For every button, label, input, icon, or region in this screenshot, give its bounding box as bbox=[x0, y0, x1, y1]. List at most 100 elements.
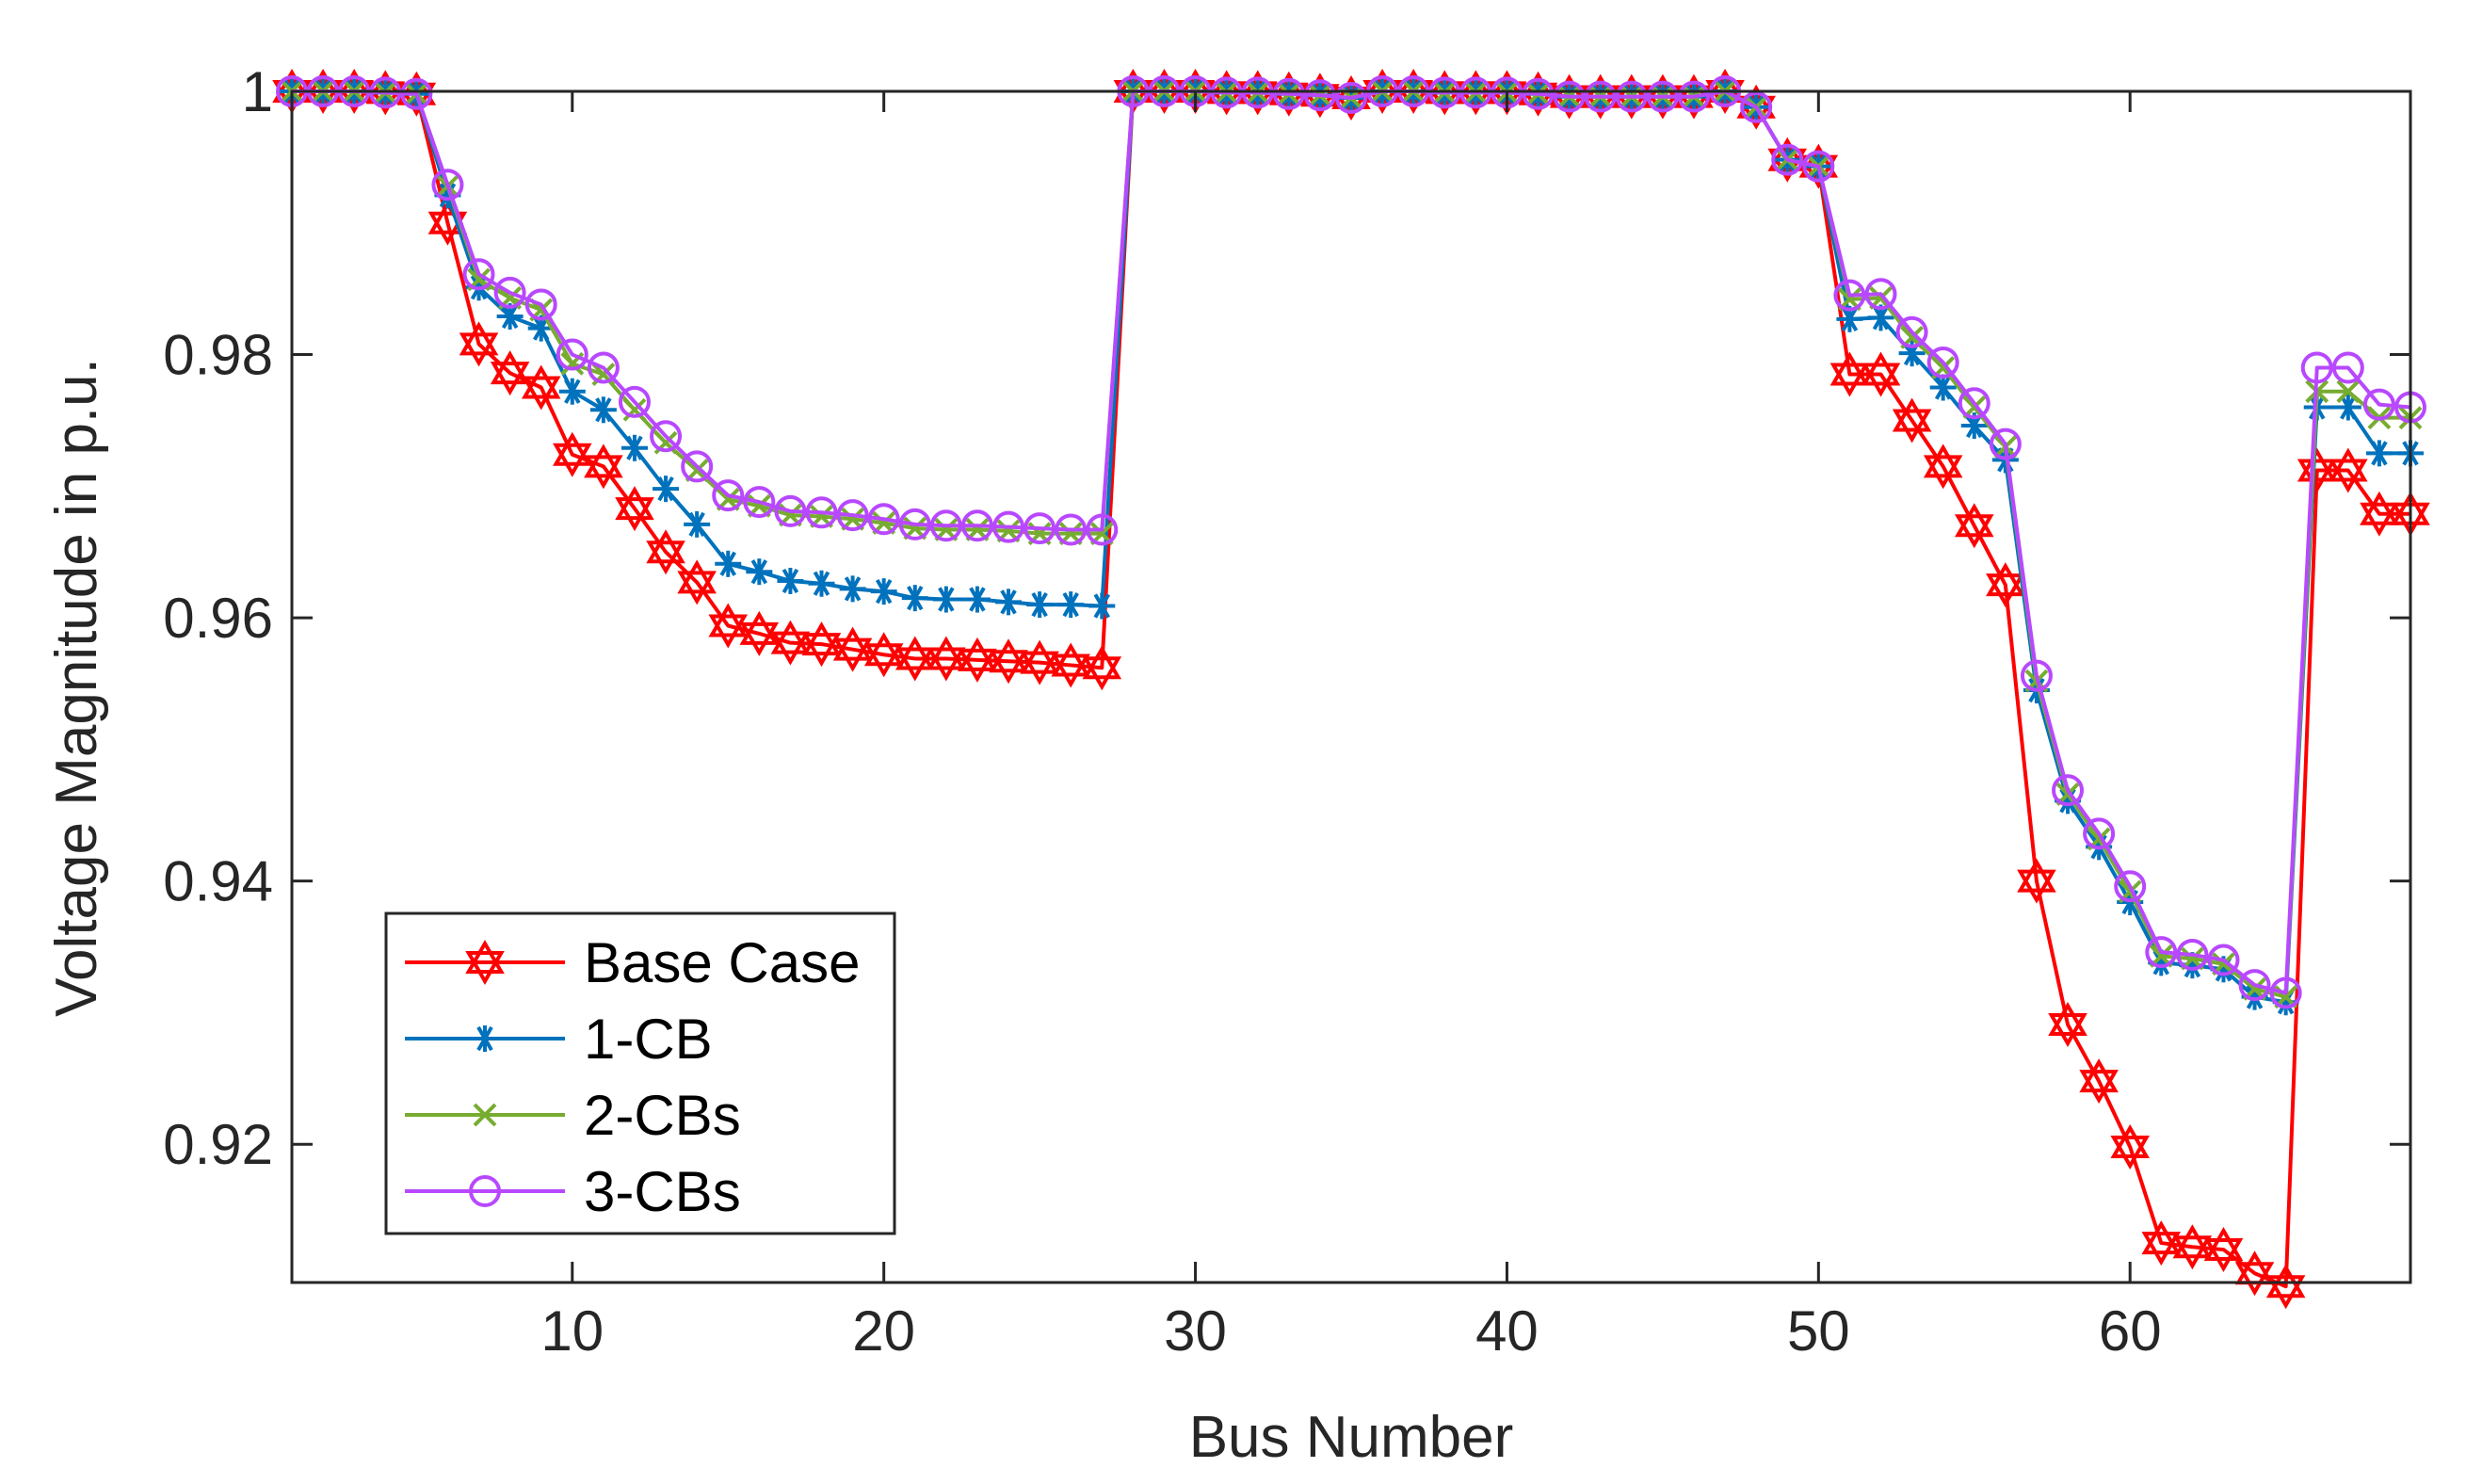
data-point-3-cbs bbox=[1023, 512, 1056, 545]
data-point-2-cbs bbox=[2336, 379, 2361, 404]
data-point-3-cbs bbox=[493, 276, 526, 309]
data-point-1-cb bbox=[839, 575, 866, 603]
data-point-base-case bbox=[521, 364, 561, 411]
legend-marker bbox=[469, 1175, 501, 1207]
data-point-1-cb bbox=[932, 586, 959, 613]
data-point-3-cbs bbox=[1740, 90, 1773, 123]
x-tick-label: 10 bbox=[540, 1299, 604, 1363]
legend-item-3-cbs: 3-CBs bbox=[405, 1160, 741, 1223]
data-point-base-case bbox=[2203, 1227, 2244, 1273]
data-point-3-cbs bbox=[774, 494, 807, 527]
data-point-base-case bbox=[739, 610, 780, 656]
data-point-3-cbs bbox=[431, 169, 464, 202]
data-point-3-cbs bbox=[2052, 774, 2085, 807]
data-point-3-cbs bbox=[2269, 976, 2302, 1009]
data-point-1-cb bbox=[901, 585, 928, 612]
data-point-base-case bbox=[770, 620, 811, 666]
data-point-base-case bbox=[1954, 503, 1994, 549]
data-point-base-case bbox=[927, 636, 966, 682]
data-point-3-cbs bbox=[2083, 817, 2116, 850]
data-point-3-cbs bbox=[650, 420, 683, 453]
data-point-3-cbs bbox=[462, 258, 495, 291]
legend-marker bbox=[473, 1103, 497, 1127]
data-point-3-cbs bbox=[618, 385, 651, 418]
legend: Base Case 1-CB 2-CBs 3-CBs bbox=[384, 911, 896, 1235]
data-point-base-case bbox=[801, 621, 842, 668]
data-point-base-case bbox=[989, 638, 1028, 685]
data-point-1-cb bbox=[558, 378, 586, 405]
data-point-3-cbs bbox=[2114, 870, 2147, 903]
data-point-3-cbs bbox=[1303, 79, 1336, 112]
data-point-base-case bbox=[2360, 491, 2399, 537]
data-point-1-cb bbox=[1929, 374, 1957, 401]
data-point-1-cb bbox=[684, 510, 711, 538]
data-point-3-cbs bbox=[2300, 351, 2333, 384]
data-point-1-cb bbox=[777, 567, 804, 594]
data-point-base-case bbox=[2017, 858, 2056, 904]
data-point-base-case bbox=[2048, 1002, 2087, 1048]
data-point-1-cb bbox=[1088, 592, 1116, 620]
y-tick-label: 0.92 bbox=[163, 1113, 273, 1176]
x-tick-label: 20 bbox=[852, 1299, 915, 1363]
tick-layer: 10 20 30 40 50 60 0.92 0.94 0.96 0.98 1 bbox=[163, 60, 2410, 1363]
data-point-3-cbs bbox=[743, 486, 776, 519]
data-point-1-cb bbox=[621, 434, 648, 461]
data-point-1-cb bbox=[653, 476, 680, 503]
data-point-3-cbs bbox=[1926, 346, 1959, 379]
legend-label: 3-CBs bbox=[584, 1160, 741, 1223]
data-point-3-cbs bbox=[681, 450, 714, 483]
axes-box bbox=[290, 89, 2412, 1284]
data-point-3-cbs bbox=[2238, 969, 2271, 1002]
data-point-3-cbs bbox=[1553, 80, 1586, 113]
data-point-3-cbs bbox=[960, 509, 993, 542]
data-point-base-case bbox=[958, 637, 997, 683]
data-point-1-cb bbox=[715, 550, 742, 577]
data-point-3-cbs bbox=[1086, 513, 1119, 546]
x-tick-label: 40 bbox=[1475, 1299, 1539, 1363]
legend-item-1-cb: 1-CB bbox=[405, 1008, 713, 1071]
data-point-1-cb bbox=[746, 558, 773, 586]
data-point-base-case bbox=[1051, 642, 1090, 688]
data-point-3-cbs bbox=[1584, 80, 1617, 113]
data-point-1-cb bbox=[995, 589, 1023, 616]
data-point-base-case bbox=[832, 626, 873, 672]
data-point-3-cbs bbox=[556, 338, 588, 371]
data-point-3-cbs bbox=[1615, 80, 1648, 113]
data-point-base-case bbox=[863, 632, 904, 678]
data-point-1-cb bbox=[870, 578, 897, 605]
data-point-3-cbs bbox=[1272, 77, 1305, 110]
data-point-base-case bbox=[2297, 447, 2337, 493]
data-point-base-case bbox=[1082, 645, 1122, 691]
data-point-3-cbs bbox=[2176, 938, 2209, 971]
legend-item-2-cbs: 2-CBs bbox=[405, 1084, 741, 1147]
data-point-3-cbs bbox=[1958, 387, 1991, 420]
data-point-1-cb bbox=[963, 586, 991, 613]
y-axis-label: Voltage Magnitude in p.u. bbox=[44, 358, 109, 1017]
x-axis-label: Bus Number bbox=[1189, 1405, 1514, 1470]
data-point-3-cbs bbox=[898, 508, 931, 540]
data-point-3-cbs bbox=[712, 479, 745, 512]
data-point-3-cbs bbox=[867, 503, 900, 536]
data-point-base-case bbox=[2329, 447, 2368, 493]
data-point-base-case bbox=[1892, 397, 1932, 444]
data-point-1-cb bbox=[1026, 591, 1054, 619]
data-point-3-cbs bbox=[2362, 388, 2395, 421]
data-point-3-cbs bbox=[400, 77, 433, 110]
x-tick-label: 50 bbox=[1787, 1299, 1850, 1363]
data-point-base-case bbox=[1020, 639, 1059, 686]
data-point-3-cbs bbox=[929, 509, 962, 542]
data-point-1-cb bbox=[2365, 440, 2393, 467]
data-point-3-cbs bbox=[2145, 936, 2178, 969]
legend-label: Base Case bbox=[584, 931, 861, 994]
data-point-3-cbs bbox=[524, 288, 557, 321]
data-point-3-cbs bbox=[1522, 77, 1555, 110]
data-point-base-case bbox=[708, 603, 749, 649]
data-point-3-cbs bbox=[1989, 427, 2022, 460]
data-point-3-cbs bbox=[587, 351, 620, 384]
x-tick-label: 30 bbox=[1164, 1299, 1227, 1363]
data-point-base-case bbox=[2079, 1058, 2119, 1105]
data-point-base-case bbox=[615, 486, 654, 532]
legend-item-base-case: Base Case bbox=[405, 931, 861, 994]
data-point-3-cbs bbox=[2020, 659, 2053, 692]
